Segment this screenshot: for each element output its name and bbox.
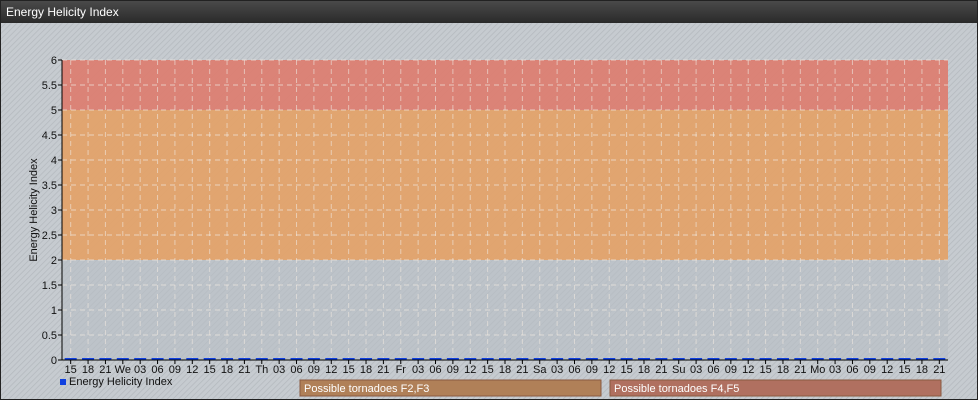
x-tick-label: 06 [429,364,441,376]
x-tick-label: 18 [638,364,650,376]
x-tick-label: 03 [412,364,424,376]
x-tick-label: 06 [846,364,858,376]
y-tick-label: 5 [51,105,57,117]
x-tick-label: 09 [308,364,320,376]
x-tick-label: 21 [794,364,806,376]
x-tick-label: Mo [810,364,825,376]
x-tick-label: 18 [221,364,233,376]
x-tick-label: 03 [551,364,563,376]
y-tick-label: 3.5 [42,180,57,192]
y-tick-label: 2 [51,255,57,267]
x-tick-label: 12 [603,364,615,376]
y-tick-label: 4 [51,155,57,167]
band-legend-0 [299,379,602,397]
x-tick-label: 09 [725,364,737,376]
x-tick-label: 03 [134,364,146,376]
x-tick-label: 21 [377,364,389,376]
y-tick-label: 0 [51,355,57,367]
y-axis-label: Energy Helicity Index [28,158,40,262]
x-tick-label: 21 [99,364,111,376]
y-tick-label: 4.5 [42,130,57,142]
legend-label: Energy Helicity Index [69,376,173,388]
x-tick-label: Th [255,364,268,376]
x-tick-label: 09 [447,364,459,376]
x-tick-label: 18 [82,364,94,376]
x-tick-label: 12 [464,364,476,376]
y-tick-label: 1 [51,305,57,317]
x-tick-label: 06 [151,364,163,376]
x-tick-label: 15 [620,364,632,376]
x-tick-label: 21 [655,364,667,376]
x-tick-label: 15 [759,364,771,376]
y-tick-label: 1.5 [42,280,57,292]
band-legend-label: Possible tornadoes F2,F3 [304,383,429,395]
x-tick-label: 06 [290,364,302,376]
y-tick-label: 3 [51,205,57,217]
band-legend-1 [609,379,942,397]
x-tick-label: We [115,364,131,376]
x-tick-label: 09 [169,364,181,376]
x-tick-label: 06 [568,364,580,376]
band-legend-label: Possible tornadoes F4,F5 [614,383,739,395]
window-title: Energy Helicity Index [1,1,977,23]
y-tick-label: 0.5 [42,330,57,342]
x-tick-label: 18 [916,364,928,376]
x-tick-label: 21 [933,364,945,376]
x-tick-label: 21 [238,364,250,376]
x-tick-label: 12 [881,364,893,376]
x-tick-label: 15 [65,364,77,376]
legend-swatch [60,379,66,385]
x-tick-label: 03 [829,364,841,376]
x-tick-label: 18 [499,364,511,376]
x-tick-label: 12 [186,364,198,376]
x-tick-label: Fr [396,364,407,376]
x-tick-label: 03 [690,364,702,376]
x-tick-label: 12 [325,364,337,376]
x-tick-label: 12 [742,364,754,376]
y-tick-label: 2.5 [42,230,57,242]
x-tick-label: 21 [516,364,528,376]
x-tick-label: 06 [707,364,719,376]
x-tick-label: 15 [204,364,216,376]
x-tick-label: 18 [777,364,789,376]
x-tick-label: 09 [586,364,598,376]
x-tick-label: 15 [898,364,910,376]
x-tick-label: 15 [482,364,494,376]
x-tick-label: 15 [343,364,355,376]
x-tick-label: 18 [360,364,372,376]
x-tick-label: Sa [533,364,547,376]
y-tick-label: 6 [51,55,57,67]
x-tick-label: 09 [864,364,876,376]
y-tick-label: 5.5 [42,80,57,92]
x-tick-label: Su [672,364,685,376]
x-tick-label: 03 [273,364,285,376]
